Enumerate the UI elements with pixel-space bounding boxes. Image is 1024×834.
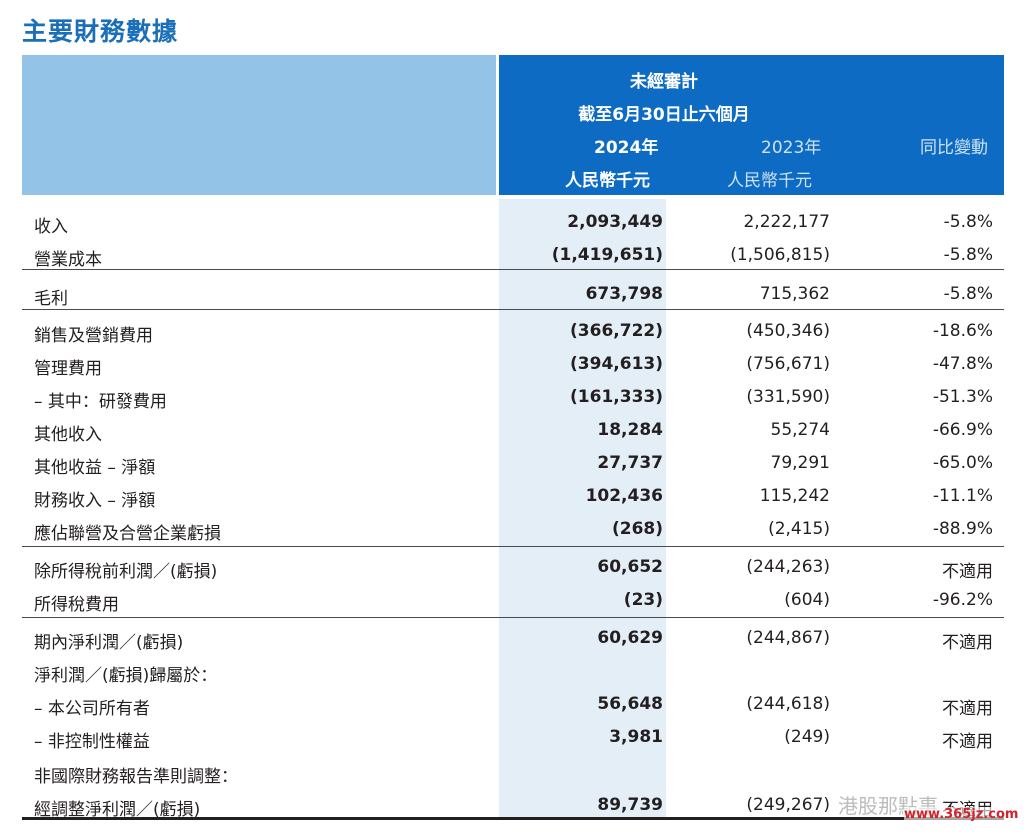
table-row: 其他收益 – 淨額 27,737 79,291 -65.0% <box>0 447 1024 479</box>
value-2024: 673,798 <box>585 284 663 304</box>
row-label: 淨利潤／(虧損)歸屬於： <box>34 666 218 686</box>
divider <box>22 269 1004 270</box>
table-row: 應佔聯營及合營企業虧損 (268) (2,415) -88.9% <box>0 513 1024 545</box>
change-percent: -18.6% <box>932 321 993 341</box>
value-2024: (268) <box>611 519 663 539</box>
table-row: 淨利潤／(虧損)歸屬於： <box>0 655 1024 687</box>
table-row: 財務收入 – 淨額 102,436 115,242 -11.1% <box>0 480 1024 512</box>
row-label: 財務收入 – 淨額 <box>34 491 156 511</box>
row-label: 期內淨利潤／(虧損) <box>34 633 184 653</box>
row-label: 應佔聯營及合營企業虧損 <box>34 524 221 544</box>
divider <box>22 546 1004 547</box>
row-label: – 其中：研發費用 <box>34 392 167 412</box>
row-label: – 非控制性權益 <box>34 732 150 752</box>
value-2023: 715,362 <box>759 284 830 304</box>
table-row: 營業成本 (1,419,651) (1,506,815) -5.8% <box>0 239 1024 271</box>
value-2023: (244,867) <box>746 628 830 648</box>
value-2023: (756,671) <box>746 354 830 374</box>
value-2024: 102,436 <box>585 486 663 506</box>
change-percent: 不適用 <box>942 562 993 582</box>
value-2023: (450,346) <box>746 321 830 341</box>
row-label: – 本公司所有者 <box>34 699 150 719</box>
table-row: – 非控制性權益 3,981 (249) 不適用 <box>0 721 1024 753</box>
change-percent: -5.8% <box>943 212 993 232</box>
row-label: 其他收入 <box>34 425 102 445</box>
change-percent: -51.3% <box>932 387 993 407</box>
table-row: – 本公司所有者 56,648 (244,618) 不適用 <box>0 688 1024 720</box>
row-label: 營業成本 <box>34 250 102 270</box>
value-2023: 79,291 <box>770 453 830 473</box>
col-change-header: 同比變動 <box>920 138 988 158</box>
period-label: 截至6月30日止六個月 <box>578 105 750 125</box>
value-2024: 60,629 <box>597 628 663 648</box>
table-row: 期內淨利潤／(虧損) 60,629 (244,867) 不適用 <box>0 622 1024 654</box>
watermark-url: www.365jz.com <box>904 807 1019 822</box>
value-2024: (23) <box>623 590 663 610</box>
value-2023: (2,415) <box>768 519 830 539</box>
change-percent: 不適用 <box>942 633 993 653</box>
value-2024: 27,737 <box>597 453 663 473</box>
change-percent: 不適用 <box>942 699 993 719</box>
value-2024: 56,648 <box>597 694 663 714</box>
value-2023: (244,263) <box>746 557 830 577</box>
row-label: 除所得稅前利潤／(虧損) <box>34 562 218 582</box>
value-2023: (249,267) <box>746 795 830 815</box>
value-2024: 3,981 <box>609 727 663 747</box>
row-label: 所得稅費用 <box>34 595 119 615</box>
row-label: 銷售及營銷費用 <box>34 326 153 346</box>
value-2024: 89,739 <box>597 795 663 815</box>
change-percent: -96.2% <box>932 590 993 610</box>
table-row: 管理費用 (394,613) (756,671) -47.8% <box>0 348 1024 380</box>
header-column-block: 未經審計 截至6月30日止六個月 2024年 人民幣千元 2023年 人民幣千元… <box>499 55 1004 195</box>
value-2024: (161,333) <box>570 387 663 407</box>
value-2024: 60,652 <box>597 557 663 577</box>
value-2023: 55,274 <box>770 420 830 440</box>
change-percent: -47.8% <box>932 354 993 374</box>
change-percent: -88.9% <box>932 519 993 539</box>
value-2024: 2,093,449 <box>567 212 663 232</box>
audit-status-label: 未經審計 <box>630 72 698 92</box>
table-row: 非國際財務報告準則調整： <box>0 756 1024 788</box>
divider <box>22 309 1004 310</box>
value-2023: (331,590) <box>746 387 830 407</box>
value-2023: (1,506,815) <box>730 245 830 265</box>
row-label: 經調整淨利潤／(虧損) <box>34 800 201 820</box>
value-2023: (244,618) <box>746 694 830 714</box>
row-label: 管理費用 <box>34 359 102 379</box>
change-percent: -66.9% <box>932 420 993 440</box>
value-2024: (366,722) <box>570 321 663 341</box>
divider <box>22 617 1004 618</box>
table-row: 所得稅費用 (23) (604) -96.2% <box>0 584 1024 616</box>
col-2023-year: 2023年 <box>761 138 822 158</box>
table-row: 毛利 673,798 715,362 -5.8% <box>0 278 1024 310</box>
col-2023-unit: 人民幣千元 <box>727 171 812 191</box>
change-percent: -65.0% <box>932 453 993 473</box>
col-2024-year: 2024年 <box>594 138 659 158</box>
table-row: 收入 2,093,449 2,222,177 -5.8% <box>0 206 1024 238</box>
highlight-column-2024 <box>499 199 666 819</box>
change-percent: -5.8% <box>943 245 993 265</box>
row-label: 毛利 <box>34 289 68 309</box>
row-label: 非國際財務報告準則調整： <box>34 767 238 787</box>
change-percent: 不適用 <box>942 732 993 752</box>
value-2023: (249) <box>784 727 830 747</box>
table-row: 銷售及營銷費用 (366,722) (450,346) -18.6% <box>0 315 1024 347</box>
row-label: 其他收益 – 淨額 <box>34 458 156 478</box>
header-label-block <box>22 55 496 195</box>
page-title: 主要財務數據 <box>22 17 179 46</box>
table-row: 其他收入 18,284 55,274 -66.9% <box>0 414 1024 446</box>
table-bottom-rule <box>22 817 1004 820</box>
value-2023: 115,242 <box>759 486 830 506</box>
value-2024: 18,284 <box>597 420 663 440</box>
change-percent: -5.8% <box>943 284 993 304</box>
value-2024: (394,613) <box>570 354 663 374</box>
value-2024: (1,419,651) <box>551 245 663 265</box>
change-percent: -11.1% <box>932 486 993 506</box>
col-2024-unit: 人民幣千元 <box>565 171 650 191</box>
table-row: 除所得稅前利潤／(虧損) 60,652 (244,263) 不適用 <box>0 551 1024 583</box>
row-label: 收入 <box>34 217 68 237</box>
value-2023: (604) <box>784 590 830 610</box>
value-2023: 2,222,177 <box>743 212 830 232</box>
table-row: – 其中：研發費用 (161,333) (331,590) -51.3% <box>0 381 1024 413</box>
